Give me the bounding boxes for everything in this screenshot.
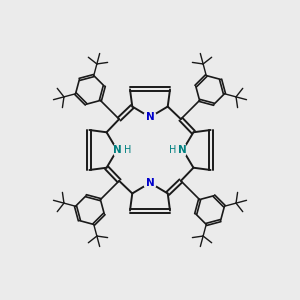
Text: N: N [178,145,187,155]
Circle shape [144,177,156,189]
Circle shape [144,111,156,123]
Text: H: H [169,145,176,155]
Text: N: N [146,178,154,188]
Text: N: N [113,145,122,155]
Text: N: N [146,112,154,122]
Circle shape [113,141,131,159]
Circle shape [169,141,187,159]
Text: H: H [124,145,131,155]
